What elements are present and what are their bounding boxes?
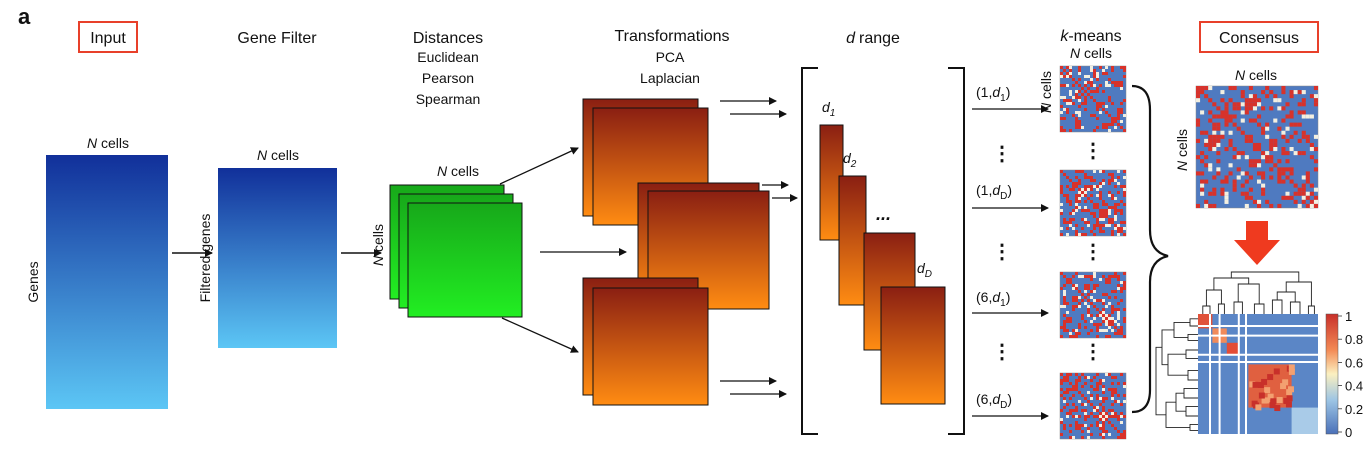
kmeans-row-1-label: (1,d1) bbox=[976, 84, 1010, 104]
kmeans-ncells-vertical-label: N cells bbox=[1038, 71, 1054, 113]
kmeans-matrix-2 bbox=[1059, 169, 1127, 237]
consensus-matrix bbox=[1195, 85, 1319, 209]
distance-euclidean: Euclidean bbox=[417, 49, 479, 65]
dD-label: dD bbox=[917, 260, 932, 280]
filter-ncells-label: N cells bbox=[257, 147, 299, 163]
d1-label: d1 bbox=[822, 99, 835, 119]
colorbar-tick-label: 0.8 bbox=[1345, 332, 1363, 347]
red-down-arrow bbox=[1234, 221, 1280, 265]
distances-ncells-vertical-label: N cells bbox=[370, 224, 386, 266]
kmeans-row-4-label: (6,dD) bbox=[976, 391, 1012, 411]
colorbar-tick-label: 0.2 bbox=[1345, 402, 1363, 417]
input-matrix bbox=[46, 155, 168, 409]
d-range-ellipsis: ... bbox=[876, 204, 891, 224]
dD-matrix bbox=[880, 286, 946, 405]
d2-label: d2 bbox=[843, 150, 857, 170]
kmeans-vdots-1: ⋮ bbox=[992, 143, 1012, 165]
kmeans-matrix-1 bbox=[1059, 65, 1127, 133]
kmeans-title: k-means bbox=[1060, 28, 1121, 45]
colorbar-tick-label: 0.6 bbox=[1345, 355, 1363, 370]
consensus-highlight-box bbox=[1199, 21, 1319, 53]
kmeans-matrix-4 bbox=[1059, 372, 1127, 440]
kmeans-row-3-label: (6,d1) bbox=[976, 289, 1010, 309]
kmeans-vdots-2: ⋮ bbox=[992, 241, 1012, 263]
gene-filter-title: Gene Filter bbox=[237, 30, 317, 47]
input-title: Input bbox=[90, 30, 126, 47]
kmeans-row-4: (6,dD) bbox=[972, 391, 1049, 420]
kmeans-row-2-label: (1,dD) bbox=[976, 182, 1012, 202]
panel-letter: a bbox=[18, 4, 31, 29]
kmeans-ncells-label: N cells bbox=[1070, 45, 1112, 61]
transformation-laplacian: Laplacian bbox=[640, 70, 700, 86]
distances-ncells-label: N cells bbox=[437, 163, 479, 179]
curly-brace bbox=[1131, 84, 1169, 414]
consensus-ncells-vertical-label: N cells bbox=[1174, 129, 1190, 171]
d-range-left-bracket bbox=[801, 67, 818, 435]
colorbar-tick-label: 1 bbox=[1345, 309, 1352, 324]
kmeans-matrix-3 bbox=[1059, 271, 1127, 339]
transformations-title: Transformations bbox=[615, 28, 730, 45]
colorbar bbox=[1325, 313, 1339, 435]
kmeans-matrix-vdots-1: ⋮ bbox=[1083, 140, 1103, 162]
distance-pearson: Pearson bbox=[422, 70, 474, 86]
transformation-pca: PCA bbox=[656, 49, 685, 65]
distances-title: Distances bbox=[413, 30, 483, 47]
consensus-title: Consensus bbox=[1219, 30, 1299, 47]
colorbar-tick-label: 0 bbox=[1345, 425, 1352, 440]
genes-axis-label: Genes bbox=[25, 261, 41, 302]
d-range-right-bracket bbox=[948, 67, 965, 435]
kmeans-row-2: (1,dD) bbox=[972, 182, 1049, 212]
arrow-to-transform-1 bbox=[499, 147, 579, 185]
filtered-matrix bbox=[218, 168, 337, 348]
arrow-to-transform-3 bbox=[501, 317, 579, 353]
kmeans-matrix-vdots-3: ⋮ bbox=[1083, 341, 1103, 363]
distance-spearman: Spearman bbox=[416, 91, 481, 107]
colorbar-ticks: 1 0.8 0.6 0.4 0.2 0 bbox=[1338, 309, 1363, 440]
input-highlight-box bbox=[78, 21, 138, 53]
d-range-title: d range bbox=[846, 30, 900, 47]
consensus-ncells-label: N cells bbox=[1235, 67, 1277, 83]
kmeans-row-1: (1,d1) bbox=[972, 84, 1049, 113]
kmeans-vdots-3: ⋮ bbox=[992, 341, 1012, 363]
distance-matrix-3 bbox=[407, 202, 523, 318]
d2-matrix bbox=[838, 175, 867, 306]
clustered-heatmap bbox=[1198, 314, 1318, 434]
filtered-genes-axis-label: Filtered genes bbox=[197, 214, 213, 303]
colorbar-tick-label: 0.4 bbox=[1345, 379, 1363, 394]
input-ncells-label: N cells bbox=[87, 135, 129, 151]
kmeans-matrix-vdots-2: ⋮ bbox=[1083, 241, 1103, 263]
dendrogram bbox=[1155, 271, 1315, 431]
transform-matrix-3b bbox=[592, 287, 709, 406]
kmeans-row-3: (6,d1) bbox=[972, 289, 1049, 317]
